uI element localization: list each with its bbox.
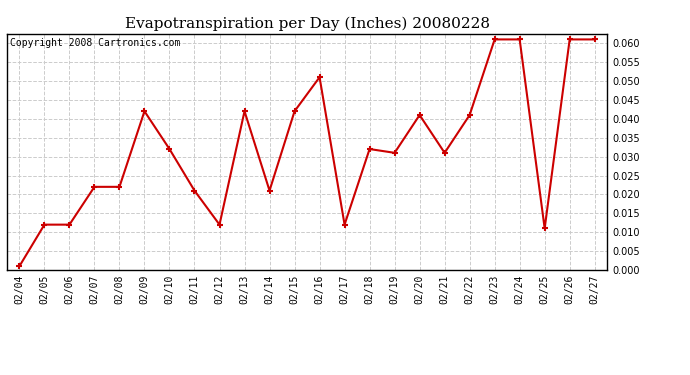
Text: Copyright 2008 Cartronics.com: Copyright 2008 Cartronics.com [10, 39, 180, 48]
Title: Evapotranspiration per Day (Inches) 20080228: Evapotranspiration per Day (Inches) 2008… [125, 17, 489, 31]
